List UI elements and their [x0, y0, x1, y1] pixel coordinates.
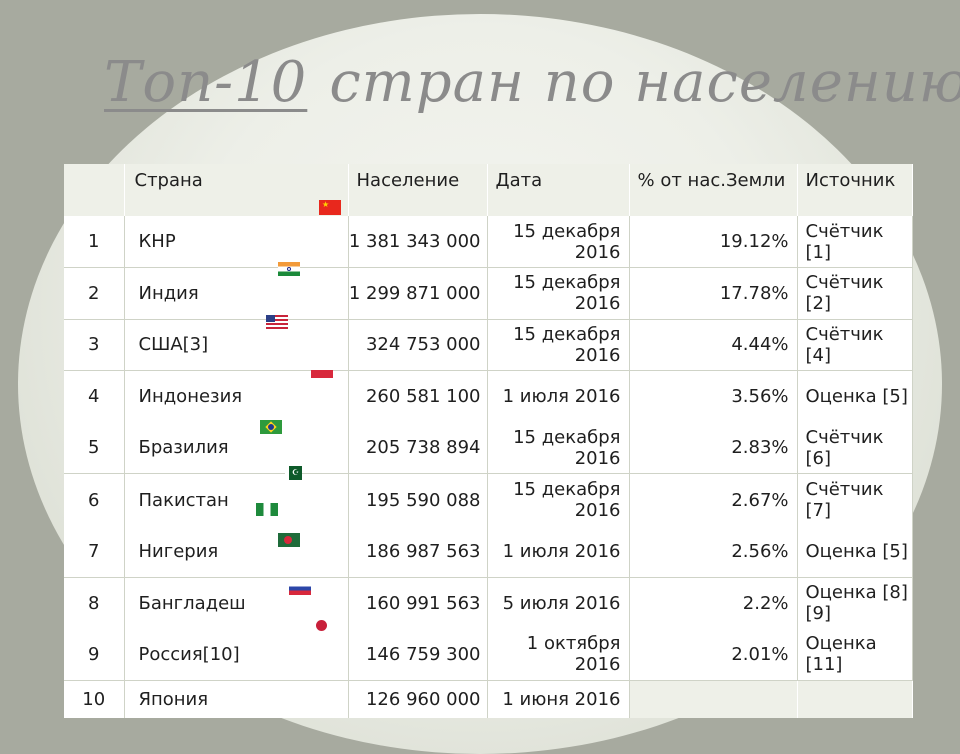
header-source: Источник — [797, 164, 913, 216]
header-population: Население — [348, 164, 488, 216]
country-name: КНР — [124, 216, 349, 269]
page-title: Топ-10 стран по населению — [104, 50, 960, 115]
country-name: Пакистан — [124, 473, 349, 526]
table-header-row: Страна Население Дата % от нас.Земли Ист… — [64, 164, 913, 216]
pakistan-flag-icon: ☪ — [285, 466, 302, 480]
percent-value — [629, 680, 798, 719]
percent-value: 2.2% — [629, 577, 798, 629]
population-value: 205 738 894 — [348, 422, 488, 475]
header-percent: % от нас.Земли — [629, 164, 798, 216]
header-num — [64, 164, 125, 216]
table-row: 6 Пакистан 195 590 088 15 декабря 2016 2… — [64, 473, 913, 526]
row-number: 8 — [64, 577, 125, 629]
row-number: 7 — [64, 525, 125, 578]
table-row: 10 Япония 126 960 000 1 июня 2016 — [64, 680, 913, 719]
country-name: Бангладеш — [124, 577, 349, 629]
indonesia-flag-icon — [311, 370, 333, 378]
date-value: 15 декабря 2016 — [487, 422, 630, 475]
table-row: 1 КНР 1 381 343 000 15 декабря 2016 19.1… — [64, 216, 913, 269]
source-value: Оценка [8][9] — [797, 577, 913, 629]
row-number: 6 — [64, 473, 125, 526]
page-title-part2: стран по населению — [329, 50, 960, 115]
percent-value: 2.01% — [629, 628, 798, 681]
source-value: Счётчик [6] — [797, 422, 913, 475]
date-value: 15 декабря 2016 — [487, 319, 630, 372]
population-value: 324 753 000 — [348, 319, 488, 372]
row-number: 4 — [64, 370, 125, 423]
population-value: 1 381 343 000 — [348, 216, 488, 269]
row-number: 10 — [64, 680, 125, 719]
population-value: 160 991 563 — [348, 577, 488, 629]
percent-value: 2.67% — [629, 473, 798, 526]
population-value: 260 581 100 — [348, 370, 488, 423]
table-row: 4 Индонезия 260 581 100 1 июля 2016 3.56… — [64, 370, 913, 423]
population-value: 146 759 300 — [348, 628, 488, 681]
percent-value: 3.56% — [629, 370, 798, 423]
population-value: 126 960 000 — [348, 680, 488, 719]
row-number: 5 — [64, 422, 125, 475]
china-flag-icon: ★ — [319, 200, 341, 215]
date-value: 15 декабря 2016 — [487, 216, 630, 269]
header-date: Дата — [487, 164, 630, 216]
country-name: США[3] — [124, 319, 349, 372]
date-value: 1 июля 2016 — [487, 525, 630, 578]
source-value: Счётчик [7] — [797, 473, 913, 526]
table-row: 3 США[3] 324 753 000 15 декабря 2016 4.4… — [64, 319, 913, 372]
date-value: 1 октября 2016 — [487, 628, 630, 681]
row-number: 9 — [64, 628, 125, 681]
table-row: 9 Россия[10] 146 759 300 1 октября 2016 … — [64, 628, 913, 681]
date-value: 1 июня 2016 — [487, 680, 630, 719]
source-value: Оценка [5] — [797, 370, 913, 423]
source-value: Оценка [5] — [797, 525, 913, 578]
source-value: Счётчик [1] — [797, 216, 913, 269]
country-name: Япония — [124, 680, 349, 719]
date-value: 15 декабря 2016 — [487, 267, 630, 320]
country-name: Индия — [124, 267, 349, 320]
row-number: 2 — [64, 267, 125, 320]
row-number: 1 — [64, 216, 125, 269]
table-row: 7 Нигерия 186 987 563 1 июля 2016 2.56% … — [64, 525, 913, 578]
source-value — [797, 680, 913, 719]
date-value: 15 декабря 2016 — [487, 473, 630, 526]
bangladesh-flag-icon — [278, 533, 300, 547]
table-row: 5 Бразилия 205 738 894 15 декабря 2016 2… — [64, 422, 913, 475]
population-table: Страна Население Дата % от нас.Земли Ист… — [64, 164, 913, 719]
japan-flag-icon — [316, 620, 327, 631]
country-name: Нигерия — [124, 525, 349, 578]
date-value: 1 июля 2016 — [487, 370, 630, 423]
country-name: Россия[10] — [124, 628, 349, 681]
row-number: 3 — [64, 319, 125, 372]
nigeria-flag-icon — [256, 503, 278, 516]
population-value: 186 987 563 — [348, 525, 488, 578]
country-name: Бразилия — [124, 422, 349, 475]
header-country: Страна — [124, 164, 349, 216]
country-name: Индонезия — [124, 370, 349, 423]
india-flag-icon — [278, 262, 300, 276]
percent-value: 19.12% — [629, 216, 798, 269]
percent-value: 2.83% — [629, 422, 798, 475]
percent-value: 4.44% — [629, 319, 798, 372]
table-row: 2 Индия 1 299 871 000 15 декабря 2016 17… — [64, 267, 913, 320]
source-value: Оценка [11] — [797, 628, 913, 681]
page-title-part1: Топ-10 — [104, 50, 308, 115]
russia-flag-icon — [289, 582, 311, 595]
population-value: 1 299 871 000 — [348, 267, 488, 320]
brazil-flag-icon — [260, 420, 282, 434]
source-value: Счётчик [2] — [797, 267, 913, 320]
source-value: Счётчик [4] — [797, 319, 913, 372]
table-row: 8 Бангладеш 160 991 563 5 июля 2016 2.2%… — [64, 577, 913, 629]
date-value: 5 июля 2016 — [487, 577, 630, 629]
population-value: 195 590 088 — [348, 473, 488, 526]
percent-value: 17.78% — [629, 267, 798, 320]
percent-value: 2.56% — [629, 525, 798, 578]
usa-flag-icon — [266, 315, 288, 329]
